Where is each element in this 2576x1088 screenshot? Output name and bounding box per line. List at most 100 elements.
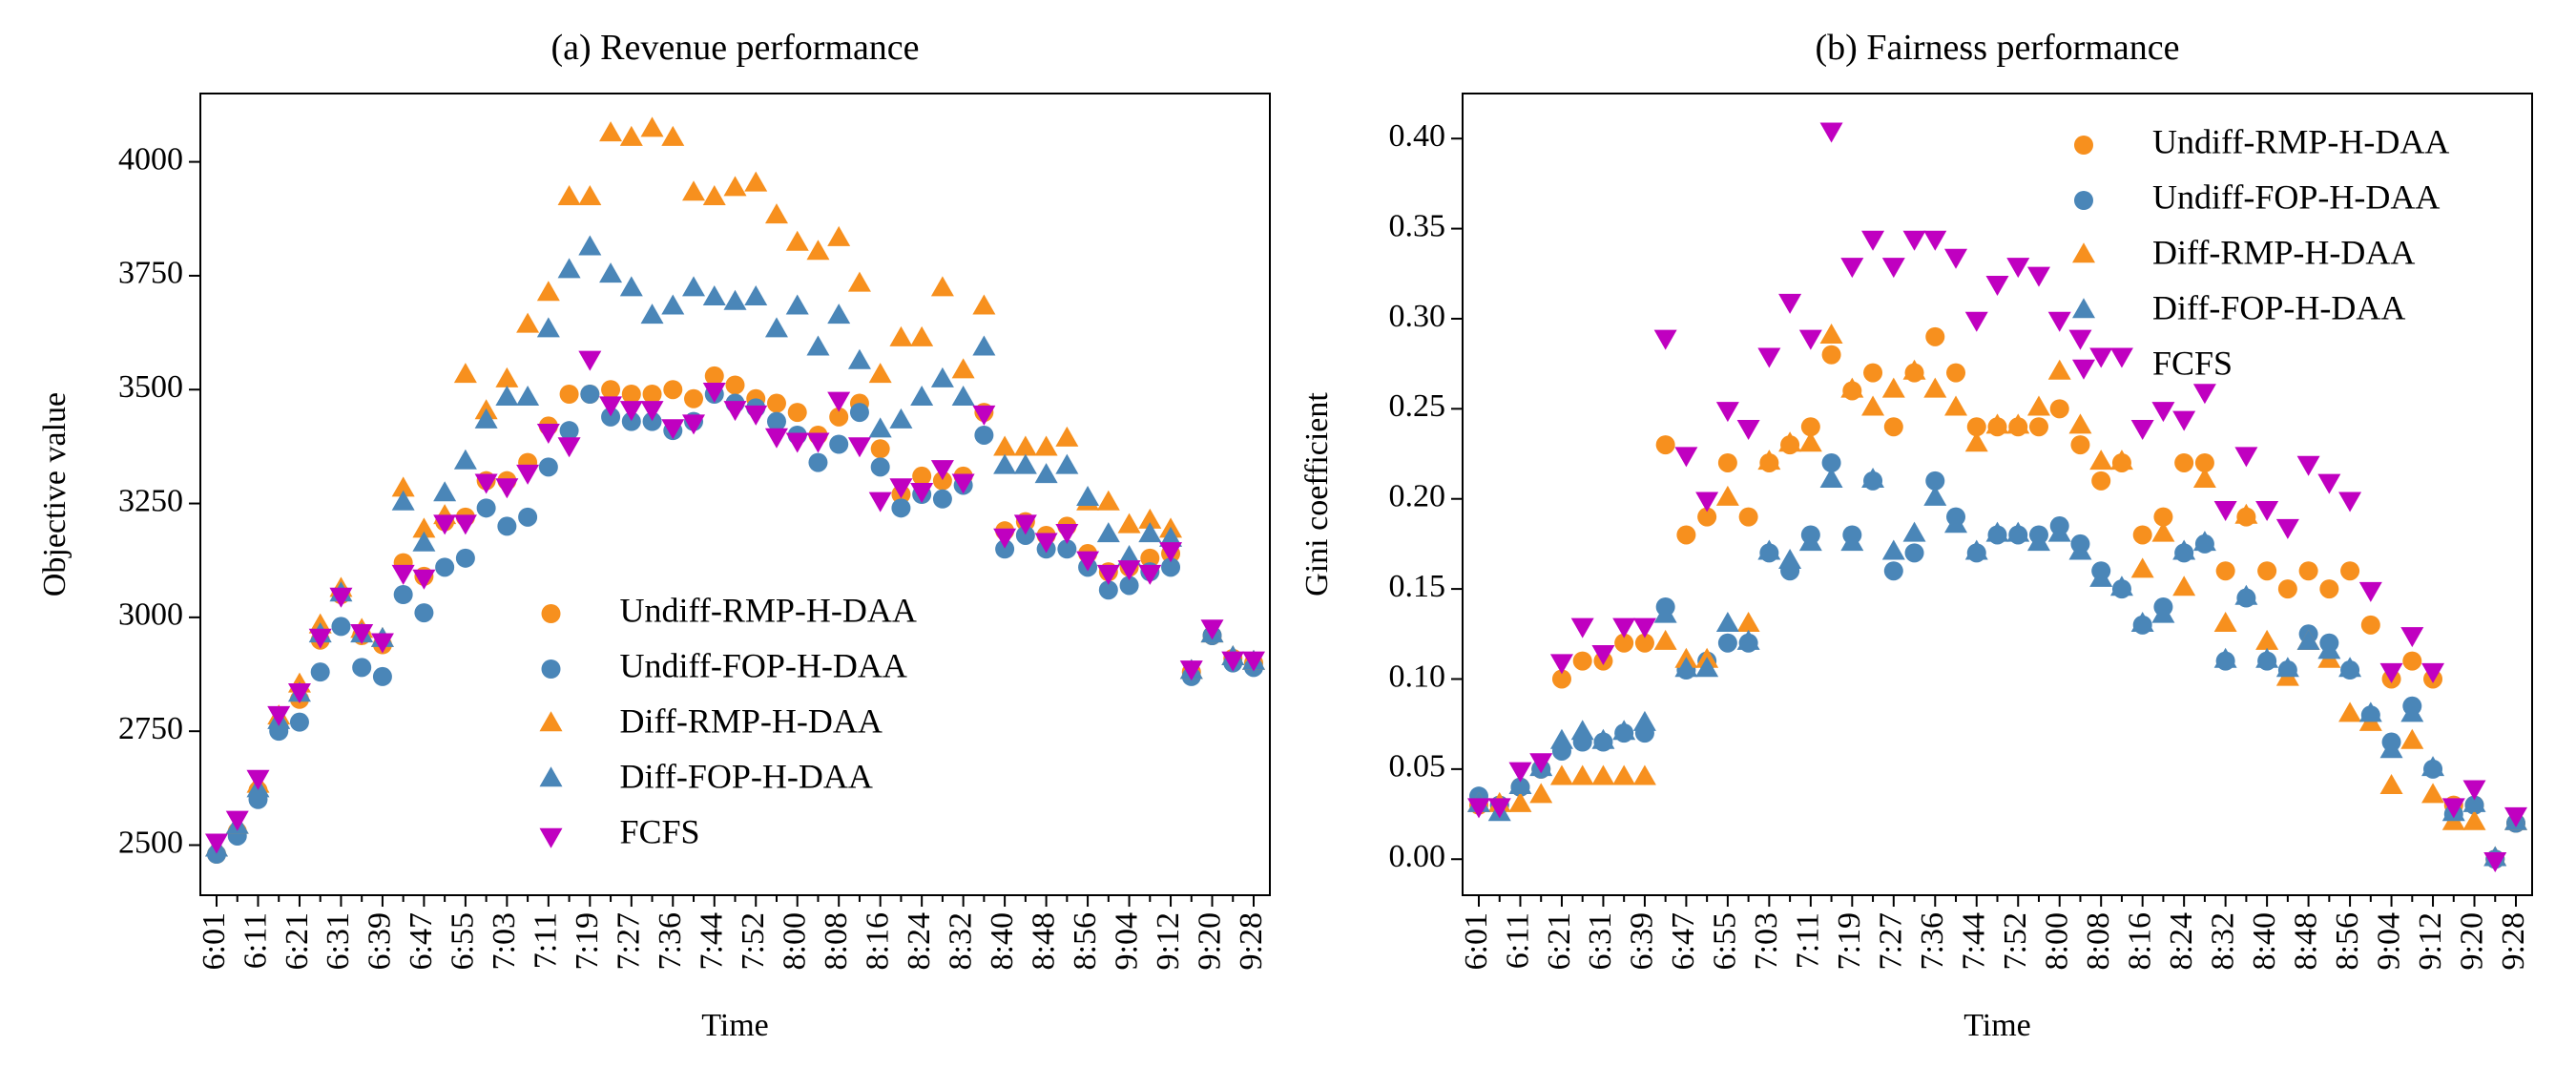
data-point	[642, 385, 662, 404]
x-tick-label: 6:21	[280, 912, 315, 970]
data-point	[2192, 531, 2216, 552]
legend-marker	[541, 659, 561, 679]
data-point	[2151, 402, 2175, 423]
data-point	[640, 401, 664, 422]
data-point	[1549, 654, 1573, 675]
data-point	[1798, 329, 1822, 350]
x-tick-label: 8:40	[2247, 912, 2282, 970]
data-point	[2109, 347, 2133, 368]
data-point	[2421, 756, 2445, 777]
data-point	[2089, 450, 2113, 471]
data-point	[2213, 612, 2237, 633]
y-tick-label: 2500	[118, 825, 183, 860]
data-point	[829, 407, 849, 427]
data-point	[682, 276, 706, 297]
data-point	[2462, 809, 2486, 830]
data-point	[2462, 791, 2486, 812]
data-point	[536, 281, 560, 302]
data-point	[1674, 657, 1698, 678]
data-point	[497, 516, 517, 536]
data-point	[744, 284, 768, 305]
data-point	[2068, 329, 2092, 350]
data-point	[370, 633, 394, 654]
data-point	[2379, 738, 2403, 759]
data-point	[435, 557, 455, 577]
data-point	[1944, 395, 1968, 416]
x-tick-label: 8:16	[860, 912, 895, 970]
x-tick-label: 8:32	[943, 912, 978, 970]
data-point	[1861, 395, 1885, 416]
data-point	[2462, 780, 2486, 801]
data-point	[580, 385, 600, 404]
data-point	[995, 539, 1015, 559]
x-tick-label: 8:00	[2040, 912, 2075, 970]
data-point	[2402, 651, 2422, 671]
data-point	[1200, 619, 1224, 640]
data-point	[1964, 539, 1988, 560]
data-point	[1034, 463, 1058, 484]
data-point	[2049, 399, 2069, 419]
data-point	[723, 289, 747, 310]
data-point	[2068, 539, 2092, 560]
data-point	[1840, 258, 1864, 279]
data-point	[1821, 452, 1841, 472]
y-tick-label: 3500	[118, 369, 183, 405]
data-point	[578, 235, 602, 256]
data-point	[640, 303, 664, 324]
data-point	[2070, 435, 2090, 455]
x-tick-label: 8:00	[778, 912, 813, 970]
data-point	[889, 478, 913, 499]
data-point	[2441, 798, 2465, 819]
data-point	[764, 317, 788, 338]
data-point	[412, 569, 436, 590]
data-point	[2340, 561, 2360, 581]
legend-marker	[2072, 298, 2095, 319]
data-point	[331, 617, 351, 637]
data-point	[785, 432, 809, 453]
data-point	[1591, 644, 1615, 665]
data-point	[1778, 431, 1802, 452]
y-tick-label: 2750	[118, 711, 183, 746]
data-point	[785, 294, 809, 315]
data-point	[516, 385, 540, 406]
chart-title: (b) Fairness performance	[1816, 28, 2180, 68]
data-point	[2234, 447, 2258, 468]
x-tick-label: 6:39	[1625, 912, 1660, 970]
x-tick-label: 8:48	[1026, 912, 1061, 970]
plot-frame	[1462, 93, 2533, 896]
data-point	[974, 425, 994, 445]
data-point	[2089, 347, 2113, 368]
data-point	[1861, 468, 1885, 489]
data-point	[1881, 539, 1905, 560]
data-point	[1966, 417, 1986, 437]
data-point	[474, 473, 498, 494]
y-tick-label: 0.30	[1389, 299, 1446, 334]
data-point	[1840, 531, 1864, 552]
data-point	[391, 476, 415, 497]
data-point	[1612, 617, 1636, 638]
data-point	[2257, 561, 2277, 581]
data-point	[1695, 492, 1719, 513]
data-point	[847, 437, 871, 458]
data-point	[1612, 720, 1636, 741]
data-point	[287, 683, 311, 704]
data-point	[474, 408, 498, 429]
x-tick-label: 9:20	[1192, 912, 1227, 970]
x-tick-label: 7:19	[570, 912, 605, 970]
data-point	[1757, 539, 1781, 560]
data-point	[1117, 560, 1141, 581]
data-point	[495, 385, 519, 406]
data-point	[1570, 764, 1594, 785]
data-point	[476, 498, 496, 518]
data-point	[453, 514, 477, 535]
legend-label: FCFS	[2152, 344, 2233, 382]
data-point	[2275, 518, 2299, 539]
legend-label: Diff-FOP-H-DAA	[620, 757, 873, 795]
x-tick-label: 9:12	[1151, 912, 1186, 970]
data-point	[2006, 521, 2030, 542]
data-point	[2296, 455, 2320, 476]
data-point	[951, 473, 975, 494]
legend-label: Undiff-RMP-H-DAA	[2152, 122, 2449, 160]
data-point	[870, 457, 890, 477]
data-point	[2172, 410, 2196, 431]
